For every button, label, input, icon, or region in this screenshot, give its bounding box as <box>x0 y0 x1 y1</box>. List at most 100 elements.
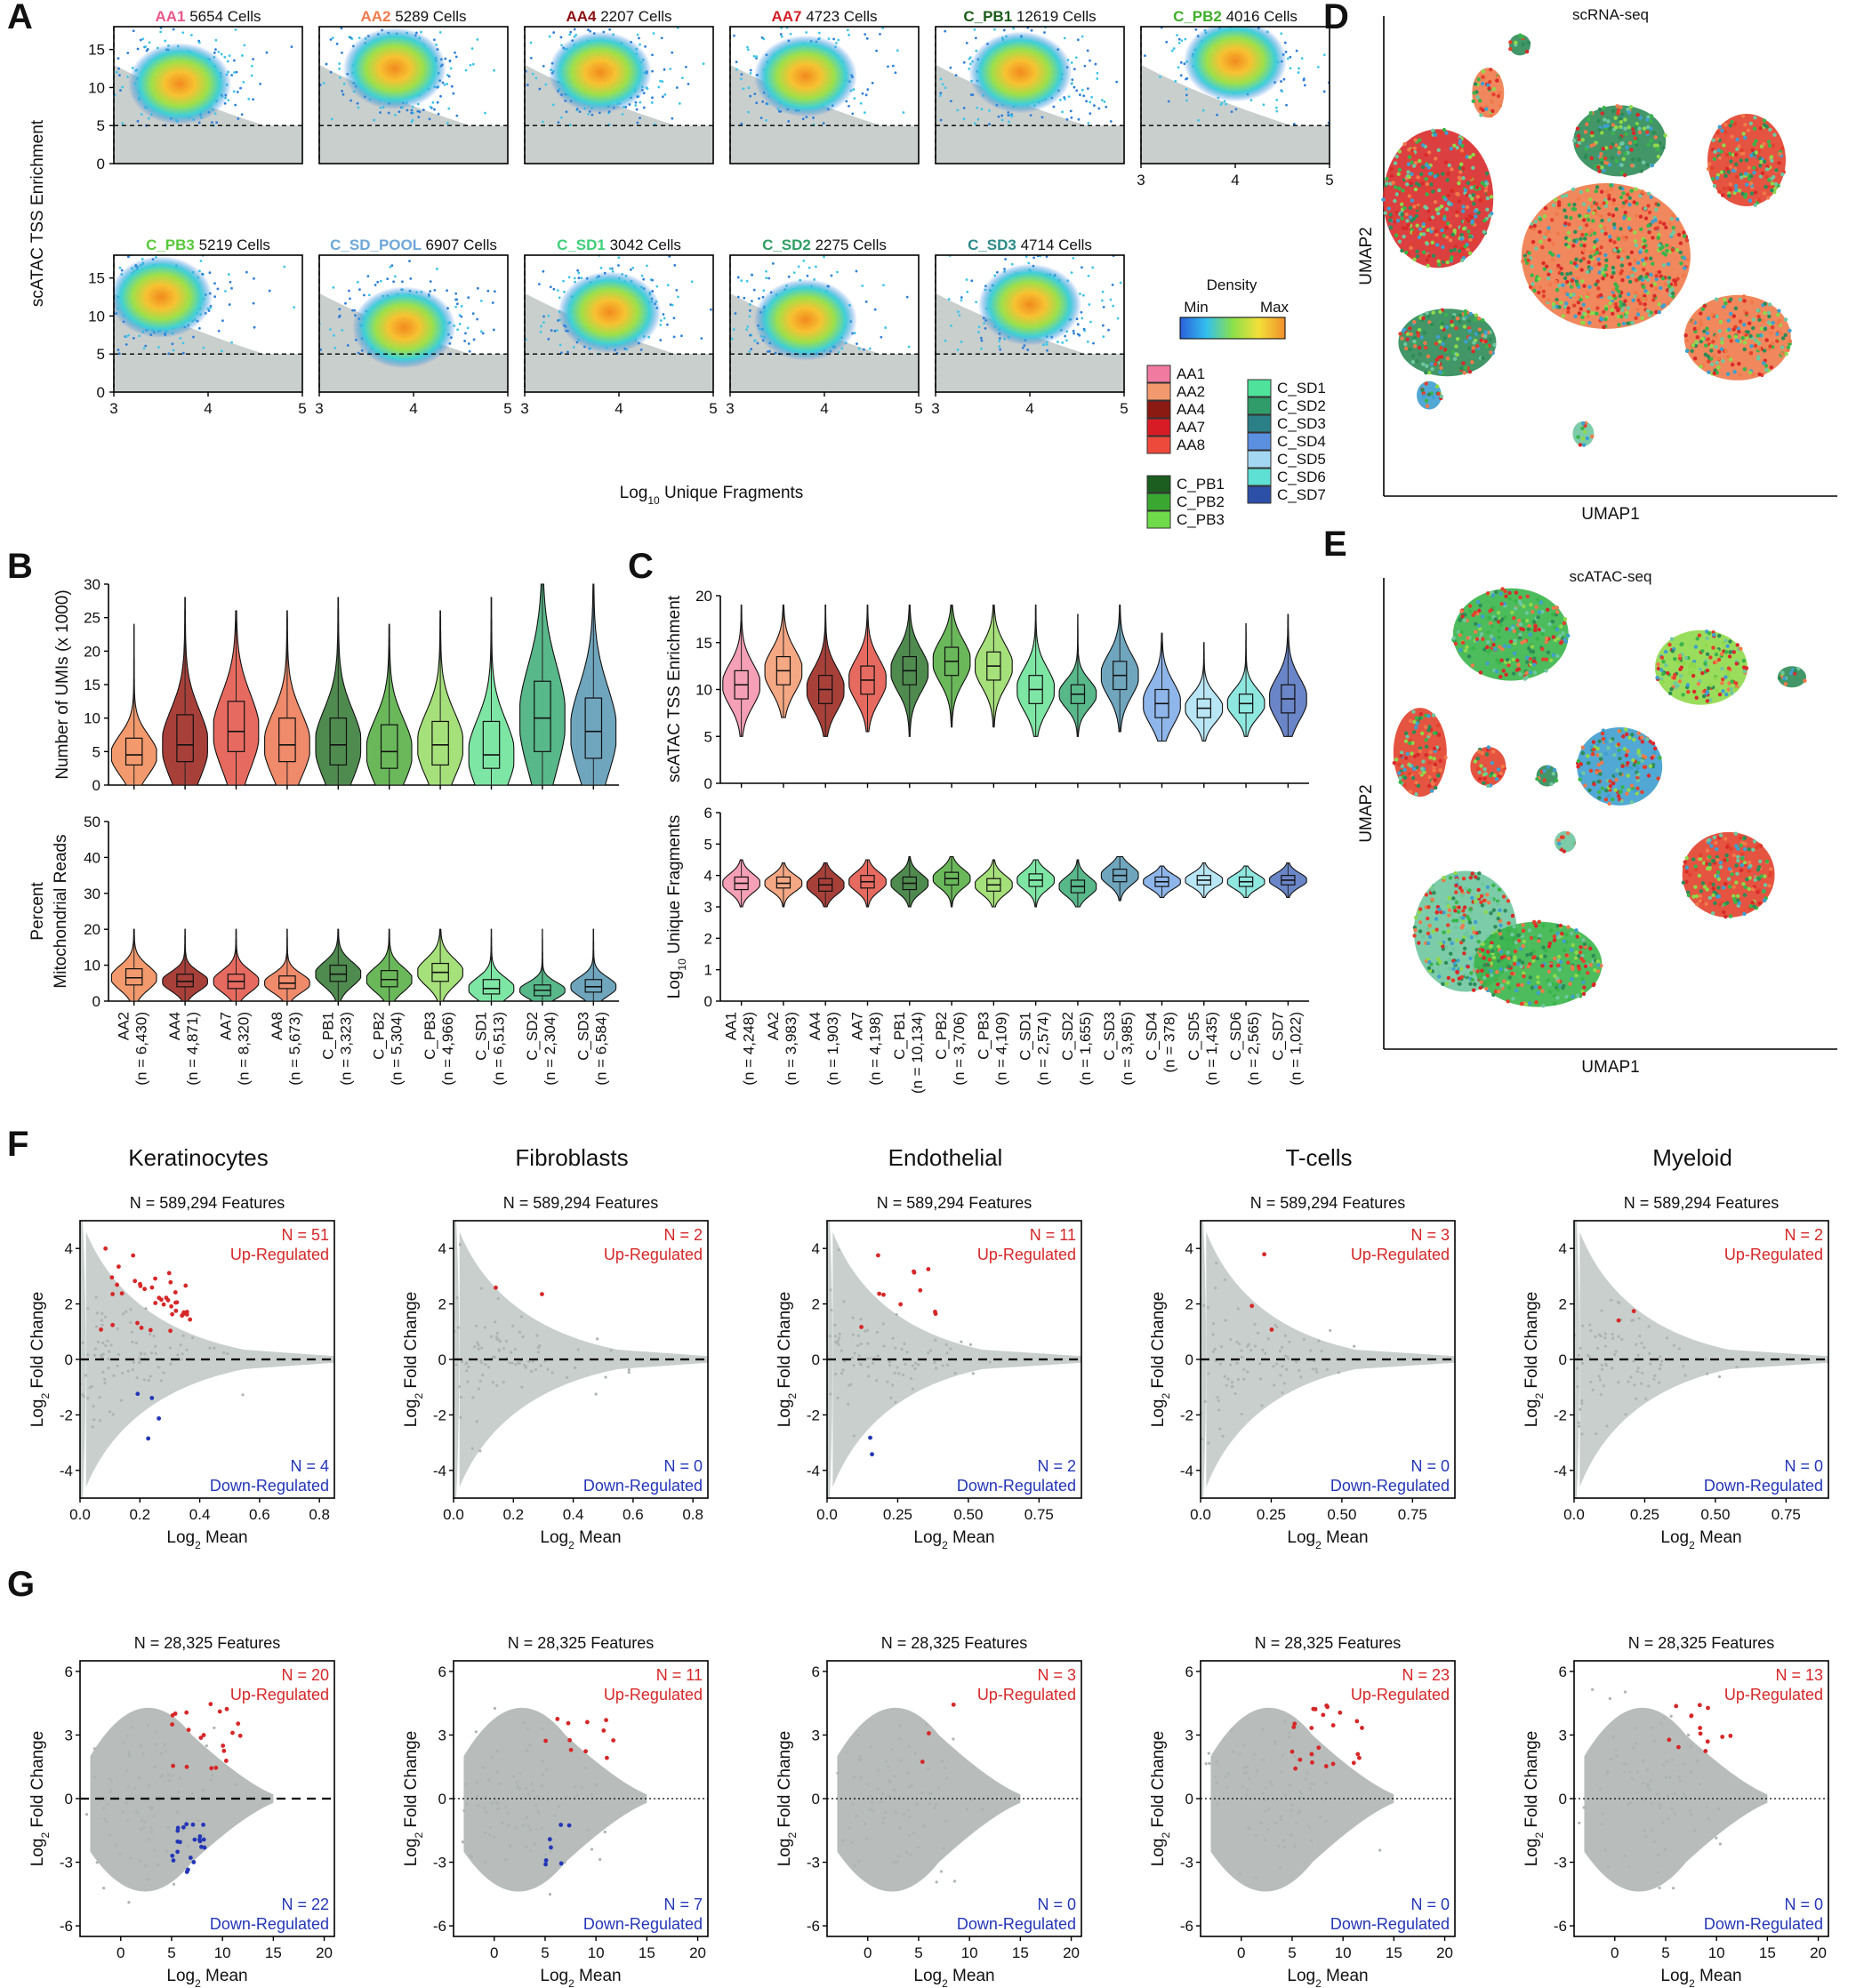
cell-point <box>1052 105 1056 108</box>
cell-point <box>1631 267 1635 271</box>
cell-point <box>1709 344 1714 349</box>
cell-point <box>351 10 354 12</box>
cell-point <box>1658 220 1663 225</box>
cell-point <box>1529 225 1533 229</box>
cell-point <box>1471 152 1475 157</box>
cell-point <box>947 298 951 301</box>
cell-point <box>1706 316 1711 321</box>
cell-point <box>1635 308 1640 312</box>
cell-point <box>1699 322 1703 327</box>
cell-point <box>1670 213 1675 218</box>
cell-point <box>1476 317 1482 321</box>
cell-point <box>127 333 130 337</box>
cell-point <box>349 297 351 301</box>
category-label: C_SD2 <box>1059 1012 1076 1061</box>
cell-point <box>1546 298 1551 303</box>
cell-point <box>1089 320 1092 324</box>
cell-point <box>1754 150 1759 155</box>
cell-point <box>1185 99 1188 102</box>
cell-point <box>1596 164 1601 170</box>
cell-point <box>159 30 163 34</box>
cell-point <box>746 48 750 52</box>
cell-point <box>1483 330 1488 335</box>
cell-point <box>1567 222 1571 227</box>
cell-point <box>1723 349 1729 354</box>
cell-point <box>1657 309 1662 315</box>
cell-point <box>1508 639 1514 644</box>
cell-point <box>1719 170 1724 174</box>
cell-point <box>259 82 262 85</box>
cell-point <box>366 275 370 278</box>
cell-point <box>651 278 655 282</box>
count-label: (n = 4,198) <box>867 1012 884 1086</box>
cell-point <box>1619 269 1624 273</box>
cell-point <box>229 280 232 284</box>
cell-point <box>1600 218 1604 223</box>
cell-point <box>342 82 346 85</box>
cell-point <box>1690 349 1694 353</box>
cell-point <box>1634 291 1638 295</box>
cell-point <box>341 89 344 92</box>
cell-point <box>1656 236 1660 240</box>
cell-point <box>1481 68 1486 74</box>
cell-point <box>1450 198 1456 204</box>
cell-point <box>1489 634 1494 638</box>
cell-point <box>1275 109 1279 113</box>
cell-point <box>973 28 976 31</box>
cell-point <box>1466 346 1472 351</box>
cell-point <box>977 331 980 333</box>
cell-point <box>265 51 269 54</box>
cell-point <box>446 122 449 124</box>
cell-point <box>998 345 1001 349</box>
cell-point <box>1061 341 1065 344</box>
cell-point <box>558 296 561 300</box>
cell-point <box>975 301 978 304</box>
cell-point <box>1444 226 1449 230</box>
cell-point <box>1643 297 1649 302</box>
cell-point <box>1624 132 1628 137</box>
cell-point <box>758 21 760 24</box>
cell-point <box>1636 294 1641 299</box>
cell-point <box>1463 309 1468 314</box>
cell-point <box>1459 252 1464 257</box>
cell-point <box>1610 156 1615 161</box>
cell-point <box>780 35 783 38</box>
cell-point <box>1571 282 1575 286</box>
cell-point <box>1105 105 1108 108</box>
cell-point <box>976 117 980 121</box>
cell-point <box>1612 248 1617 253</box>
cell-point <box>1392 217 1397 221</box>
cell-point <box>896 49 899 52</box>
cell-point <box>1425 404 1430 408</box>
cell-point <box>228 303 231 306</box>
cell-point <box>1466 636 1470 640</box>
cell-point <box>237 117 240 120</box>
cell-point <box>1722 143 1726 148</box>
count-label: (n = 1,435) <box>1203 1012 1220 1086</box>
cell-point <box>1732 370 1737 374</box>
cell-point <box>1502 644 1507 648</box>
cell-point <box>1777 309 1781 313</box>
cell-point <box>1772 187 1778 191</box>
cell-point <box>1082 94 1086 98</box>
cell-point <box>538 87 542 91</box>
cell-point <box>1210 4 1213 7</box>
cell-point <box>1736 326 1740 331</box>
cell-point <box>1402 234 1406 239</box>
cell-point <box>1381 197 1386 202</box>
cell-point <box>344 301 347 305</box>
cell-point <box>1619 195 1624 200</box>
cell-point <box>117 57 120 60</box>
cell-point <box>1733 325 1738 330</box>
cell-point <box>467 342 470 345</box>
count-label: (n = 1,022) <box>1287 1012 1304 1086</box>
cell-point <box>1619 163 1624 167</box>
legend-entry: C_SD1 <box>1277 380 1326 397</box>
cell-point <box>1462 371 1466 375</box>
cell-point <box>1434 232 1439 237</box>
cell-point <box>1456 192 1460 196</box>
legend-entry: AA7 <box>1177 419 1205 436</box>
cell-point <box>1763 310 1767 316</box>
cell-point <box>1699 318 1703 324</box>
cell-point <box>621 113 624 116</box>
